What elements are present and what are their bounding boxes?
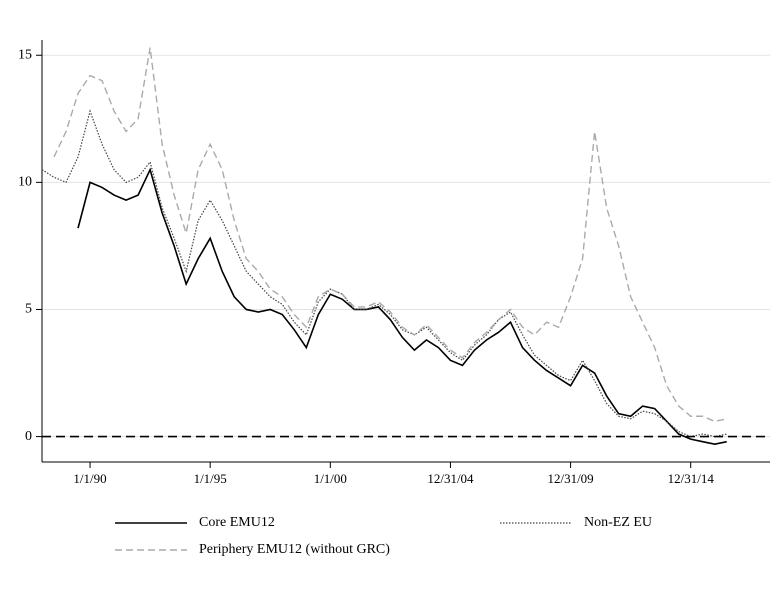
- series-line: [41, 109, 727, 438]
- y-tick-label: 5: [25, 302, 32, 317]
- x-tick-label: 1/1/95: [194, 471, 227, 486]
- y-tick-label: 15: [18, 47, 32, 62]
- legend-label: Periphery EMU12 (without GRC): [199, 542, 390, 557]
- x-tick-label: 12/31/14: [668, 471, 715, 486]
- x-tick-label: 12/31/09: [547, 471, 593, 486]
- legend-label: Core EMU12: [199, 515, 275, 530]
- series-line: [77, 167, 727, 446]
- x-tick-label: 1/1/00: [314, 471, 347, 486]
- legend-label: Non-EZ EU: [584, 515, 652, 530]
- x-tick-label: 1/1/90: [73, 471, 106, 486]
- y-tick-label: 10: [18, 175, 32, 190]
- series-line: [53, 47, 727, 423]
- y-tick-label: 0: [25, 429, 32, 444]
- x-tick-label: 12/31/04: [427, 471, 474, 486]
